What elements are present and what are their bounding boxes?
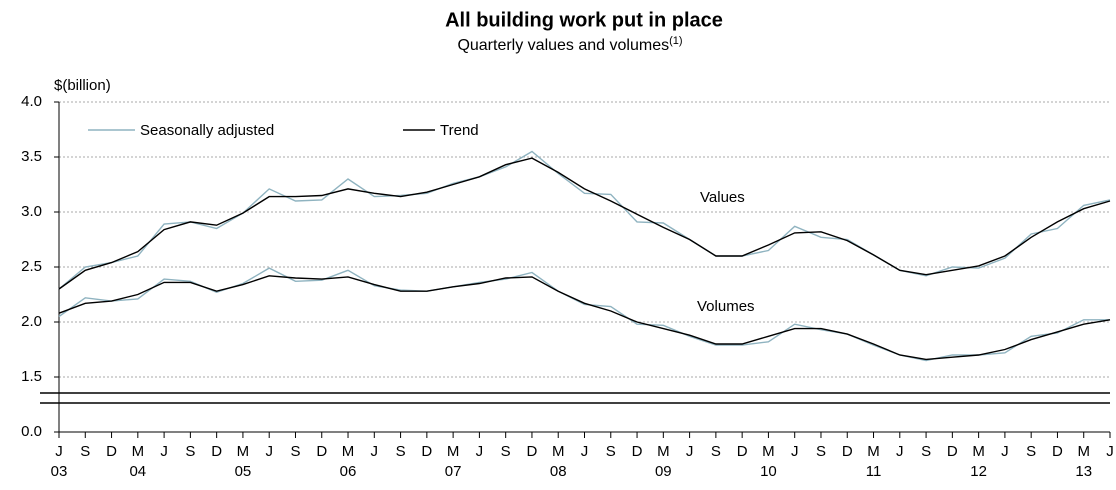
x-tick-label: S bbox=[1026, 443, 1036, 460]
x-tick-label: S bbox=[185, 443, 195, 460]
x-tick-label: D bbox=[211, 443, 222, 460]
subtitle-note: (1) bbox=[669, 35, 682, 47]
x-tick-label: D bbox=[947, 443, 958, 460]
subtitle-text: Quarterly values and volumes bbox=[457, 37, 669, 54]
x-year-label: 07 bbox=[445, 463, 462, 480]
x-tick-label: J bbox=[581, 443, 589, 460]
x-tick-label: D bbox=[737, 443, 748, 460]
x-tick-label: J bbox=[896, 443, 904, 460]
y-tick-label: 3.0 bbox=[21, 203, 42, 220]
y-tick-label: 3.5 bbox=[21, 148, 42, 165]
x-year-label: 04 bbox=[129, 463, 146, 480]
y-axis-label: $(billion) bbox=[54, 77, 111, 94]
y-tick-label: 4.0 bbox=[21, 93, 42, 110]
x-year-label: 11 bbox=[866, 463, 882, 480]
x-tick-label: S bbox=[290, 443, 300, 460]
x-tick-label: D bbox=[421, 443, 432, 460]
x-tick-label: M bbox=[657, 443, 670, 460]
x-tick-label: D bbox=[106, 443, 117, 460]
x-year-label: 06 bbox=[340, 463, 357, 480]
y-tick-label: 2.0 bbox=[21, 313, 42, 330]
chart-title: All building work put in place bbox=[445, 9, 723, 31]
x-year-label: 08 bbox=[550, 463, 567, 480]
x-tick-label: M bbox=[447, 443, 460, 460]
line bbox=[58, 150, 1111, 290]
x-tick-label: J bbox=[371, 443, 379, 460]
x-tick-label: J bbox=[265, 443, 273, 460]
legend-label: Seasonally adjusted bbox=[140, 122, 274, 139]
x-tick-label: D bbox=[316, 443, 327, 460]
x-tick-label: M bbox=[972, 443, 985, 460]
x-tick-label: M bbox=[552, 443, 565, 460]
x-year-label: 05 bbox=[235, 463, 252, 480]
x-tick-label: J bbox=[1106, 443, 1114, 460]
x-year-label: 10 bbox=[760, 463, 777, 480]
x-tick-label: J bbox=[791, 443, 799, 460]
chart-subtitle: Quarterly values and volumes(1) bbox=[457, 35, 682, 54]
x-tick-label: D bbox=[632, 443, 643, 460]
line bbox=[58, 157, 1111, 290]
x-tick-label: J bbox=[1001, 443, 1009, 460]
x-tick-label: S bbox=[606, 443, 616, 460]
line bbox=[58, 267, 1110, 362]
x-tick-label: D bbox=[527, 443, 538, 460]
x-tick-label: J bbox=[686, 443, 694, 460]
legend-label: Trend bbox=[440, 122, 479, 139]
x-year-label: 12 bbox=[970, 463, 987, 480]
x-tick-label: S bbox=[711, 443, 721, 460]
x-tick-label: M bbox=[867, 443, 880, 460]
x-tick-label: M bbox=[1077, 443, 1090, 460]
x-tick-label: M bbox=[342, 443, 355, 460]
y-tick-label: 1.5 bbox=[21, 368, 42, 385]
line bbox=[58, 275, 1111, 361]
x-tick-label: S bbox=[816, 443, 826, 460]
series-label: Volumes bbox=[697, 298, 755, 315]
x-tick-label: J bbox=[55, 443, 63, 460]
x-tick-label: J bbox=[160, 443, 168, 460]
x-tick-label: S bbox=[921, 443, 931, 460]
x-year-label: 03 bbox=[51, 463, 68, 480]
x-tick-label: M bbox=[762, 443, 775, 460]
x-year-label: 09 bbox=[655, 463, 672, 480]
x-tick-label: S bbox=[501, 443, 511, 460]
y-tick-label: 0.0 bbox=[21, 423, 42, 440]
x-tick-label: D bbox=[1052, 443, 1063, 460]
x-tick-label: M bbox=[237, 443, 250, 460]
x-tick-label: S bbox=[396, 443, 406, 460]
x-tick-label: S bbox=[80, 443, 90, 460]
x-tick-label: J bbox=[476, 443, 484, 460]
x-tick-label: M bbox=[132, 443, 145, 460]
x-tick-label: D bbox=[842, 443, 853, 460]
y-tick-label: 2.5 bbox=[21, 258, 42, 275]
x-year-label: 13 bbox=[1075, 463, 1092, 480]
series-label: Values bbox=[700, 189, 745, 206]
